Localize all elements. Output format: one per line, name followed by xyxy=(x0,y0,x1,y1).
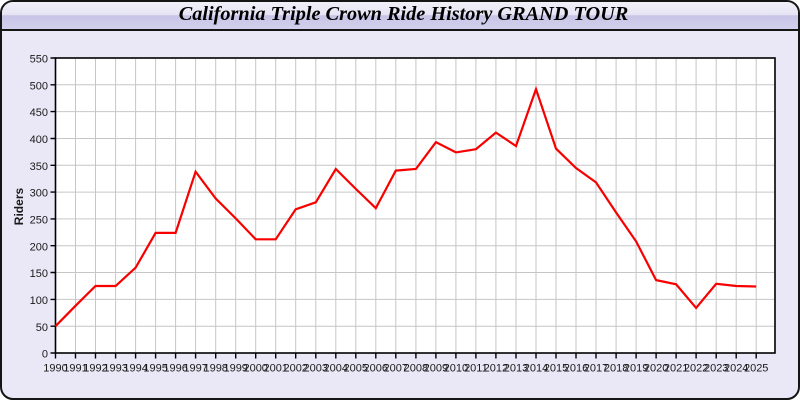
svg-text:2007: 2007 xyxy=(384,363,408,375)
svg-text:2002: 2002 xyxy=(283,363,307,375)
svg-text:50: 50 xyxy=(36,322,48,334)
svg-text:1996: 1996 xyxy=(163,363,187,375)
svg-text:2010: 2010 xyxy=(444,363,468,375)
svg-text:2011: 2011 xyxy=(464,363,488,375)
svg-text:300: 300 xyxy=(30,188,48,200)
svg-text:100: 100 xyxy=(30,295,48,307)
svg-text:2019: 2019 xyxy=(624,363,648,375)
svg-text:Riders: Riders xyxy=(12,188,26,226)
svg-text:500: 500 xyxy=(30,80,48,92)
svg-text:2012: 2012 xyxy=(484,363,508,375)
svg-text:2003: 2003 xyxy=(304,363,328,375)
svg-text:1993: 1993 xyxy=(103,363,127,375)
svg-text:1990: 1990 xyxy=(43,363,67,375)
svg-text:2000: 2000 xyxy=(243,363,267,375)
svg-text:2004: 2004 xyxy=(324,363,348,375)
svg-text:2018: 2018 xyxy=(604,363,628,375)
svg-text:2013: 2013 xyxy=(504,363,528,375)
svg-text:2015: 2015 xyxy=(544,363,568,375)
svg-text:2017: 2017 xyxy=(584,363,608,375)
svg-text:2009: 2009 xyxy=(424,363,448,375)
svg-text:200: 200 xyxy=(30,241,48,253)
svg-text:2016: 2016 xyxy=(564,363,588,375)
svg-text:1991: 1991 xyxy=(63,363,87,375)
svg-text:1997: 1997 xyxy=(183,363,207,375)
svg-text:1995: 1995 xyxy=(143,363,167,375)
svg-text:1994: 1994 xyxy=(123,363,147,375)
svg-text:2006: 2006 xyxy=(364,363,388,375)
svg-text:2001: 2001 xyxy=(263,363,287,375)
svg-text:2023: 2023 xyxy=(704,363,728,375)
svg-text:150: 150 xyxy=(30,268,48,280)
svg-text:2025: 2025 xyxy=(744,363,768,375)
svg-text:2008: 2008 xyxy=(404,363,428,375)
svg-text:400: 400 xyxy=(30,134,48,146)
svg-text:2021: 2021 xyxy=(664,363,688,375)
svg-text:2024: 2024 xyxy=(724,363,748,375)
svg-text:550: 550 xyxy=(30,54,48,66)
svg-text:250: 250 xyxy=(30,215,48,227)
svg-text:350: 350 xyxy=(30,161,48,173)
svg-text:2020: 2020 xyxy=(644,363,668,375)
svg-text:0: 0 xyxy=(42,349,48,361)
svg-text:1999: 1999 xyxy=(223,363,247,375)
svg-text:1992: 1992 xyxy=(83,363,107,375)
svg-text:450: 450 xyxy=(30,107,48,119)
svg-text:2022: 2022 xyxy=(684,363,708,375)
svg-text:2014: 2014 xyxy=(524,363,548,375)
svg-text:2005: 2005 xyxy=(344,363,368,375)
svg-text:1998: 1998 xyxy=(203,363,227,375)
